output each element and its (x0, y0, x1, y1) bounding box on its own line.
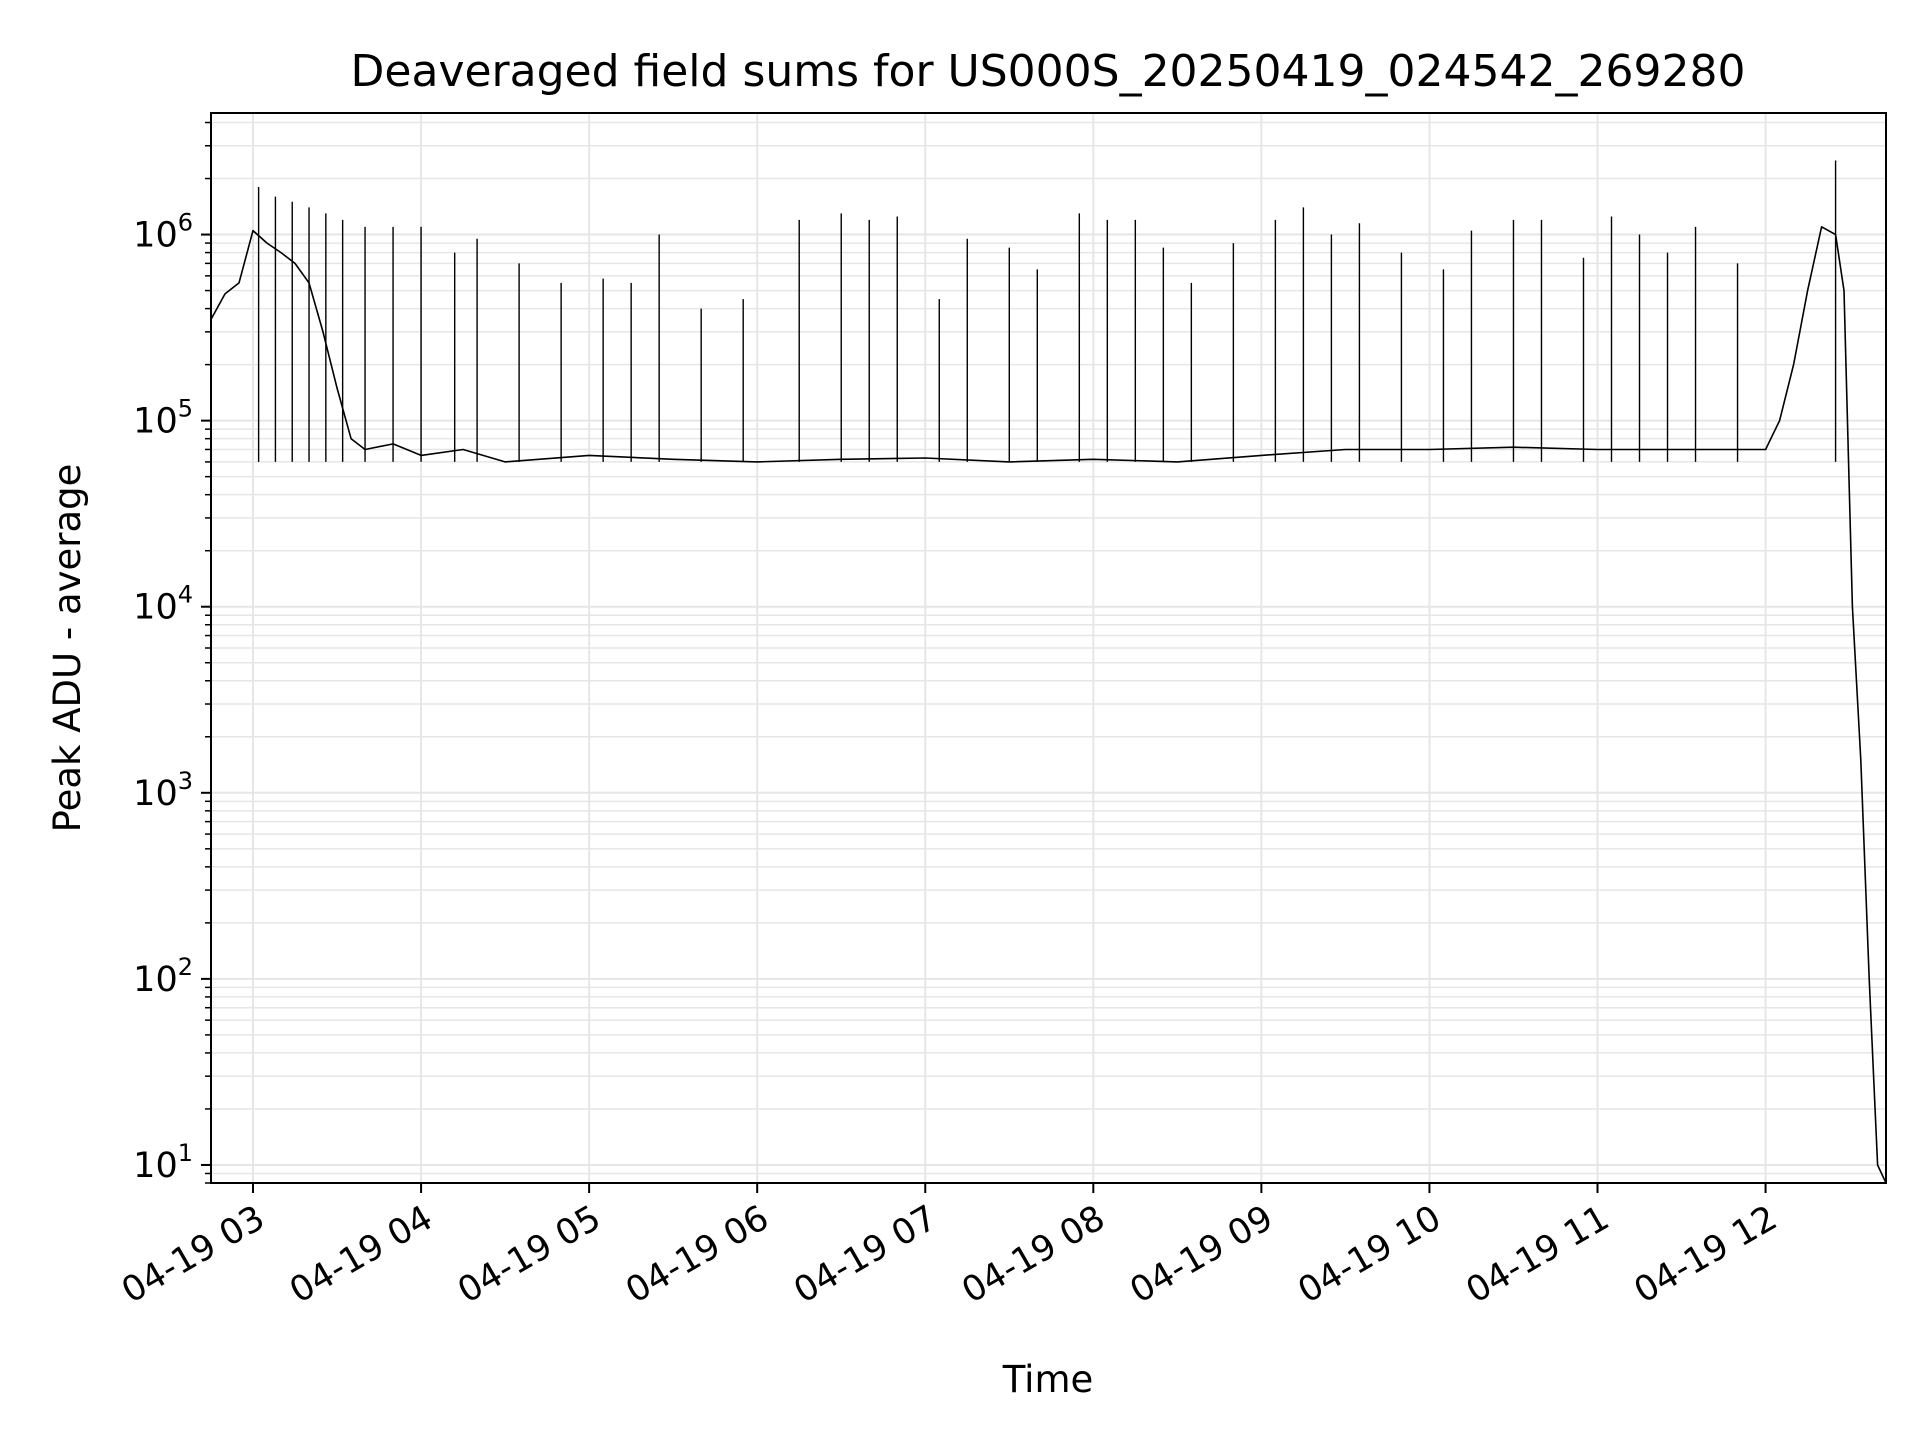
y-tick-label: 105 (133, 395, 193, 442)
x-axis-title: Time (1002, 1358, 1094, 1401)
y-axis: 101 102 103 104 105 106 (133, 121, 211, 1186)
y-axis-title: Peak ADU - average (46, 464, 89, 833)
y-tick-label: 102 (133, 953, 193, 1000)
y-tick-label: 101 (133, 1139, 193, 1186)
y-tick-label: 104 (133, 581, 193, 628)
minor-gridlines (211, 121, 1886, 1184)
major-gridlines (211, 113, 1886, 1183)
chart-title: Deaveraged field sums for US000S_2025041… (351, 46, 1746, 97)
y-tick-label: 106 (133, 209, 193, 256)
y-tick-label: 103 (133, 767, 193, 814)
series-layer (211, 160, 1886, 1183)
